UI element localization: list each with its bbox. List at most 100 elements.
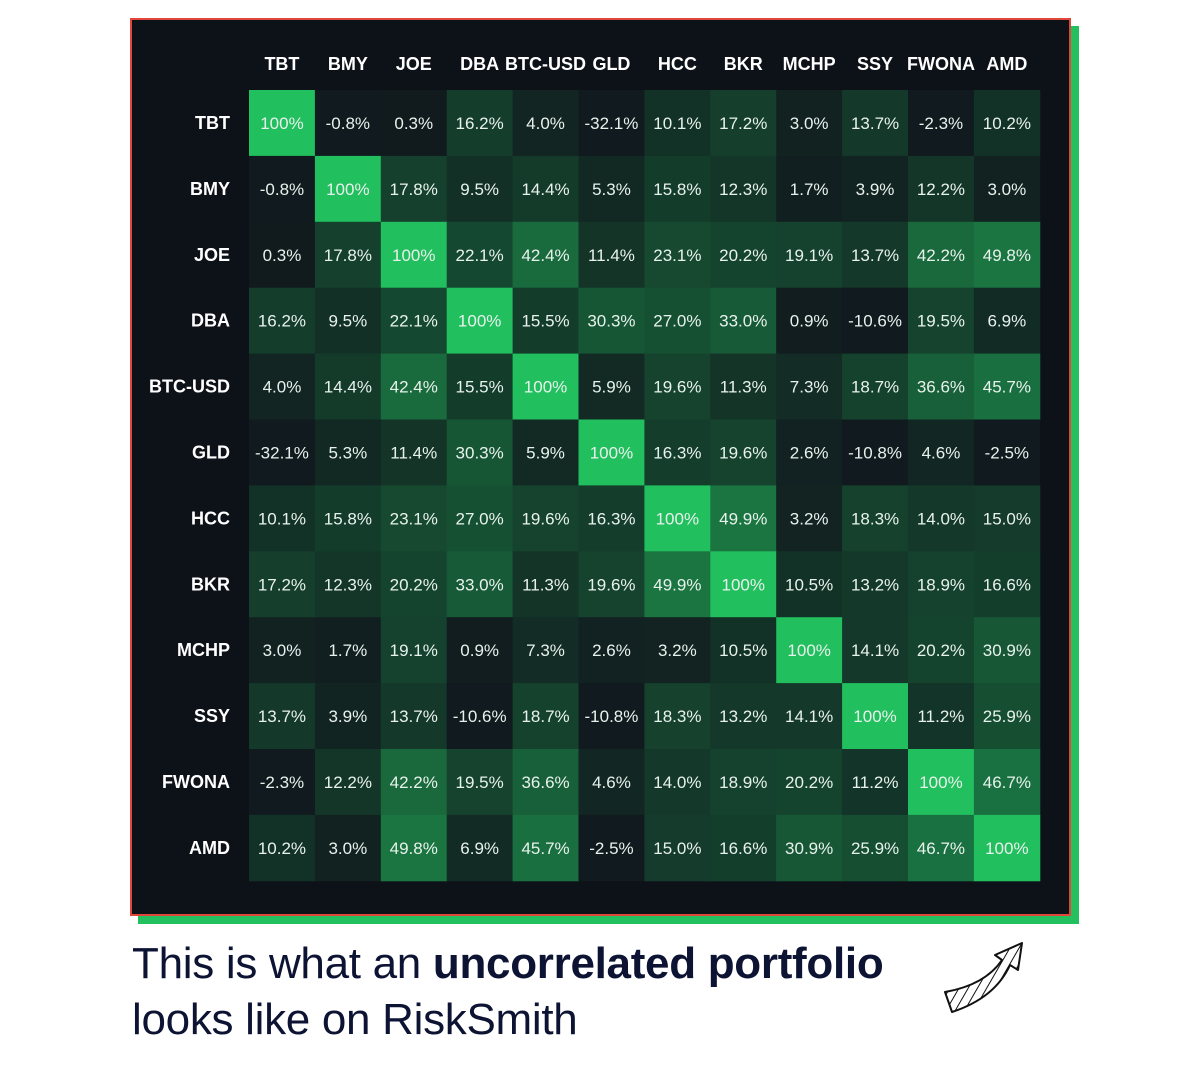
cell-value: 17.8% (390, 180, 438, 199)
cell-value: 19.6% (653, 378, 701, 397)
heatmap-cell (710, 90, 777, 157)
heatmap-cell (973, 814, 1041, 882)
heatmap-cell (842, 814, 909, 882)
heatmap-cell (249, 683, 316, 750)
caption-line2: looks like on RiskSmith (132, 995, 578, 1044)
cell-value: 17.2% (719, 114, 767, 133)
heatmap-cell (973, 353, 1041, 420)
cell-value: 15.5% (521, 312, 569, 331)
heatmap-cell (578, 485, 645, 552)
heatmap-cell (776, 683, 843, 750)
heatmap-cell (380, 221, 448, 289)
row-label: HCC (191, 508, 230, 528)
heatmap-cell (249, 353, 316, 420)
cell-value: 12.3% (719, 180, 767, 199)
cell-value: 100% (722, 575, 765, 594)
heatmap-cell (512, 419, 579, 486)
heatmap-cell (644, 155, 711, 223)
heatmap-cell (380, 287, 448, 355)
heatmap-cell (446, 221, 514, 289)
heatmap-cell (908, 419, 975, 486)
heatmap-cell (776, 353, 843, 420)
cell-value: 3.0% (790, 114, 829, 133)
heatmap-cell (249, 485, 316, 552)
cell-value: 100% (590, 443, 633, 462)
cell-value: 10.1% (258, 509, 306, 528)
correlation-heatmap: TBT TBT BMY BMY JOE JOE DBA DBA BTC-USD BTC-USD GL… (149, 54, 1041, 882)
heatmap-cell (380, 749, 448, 816)
heatmap-cell (578, 287, 645, 355)
heatmap-cell (842, 155, 909, 223)
heatmap-cell (249, 155, 316, 223)
cell-value: 42.2% (390, 773, 438, 792)
cell-value: 13.7% (851, 246, 899, 265)
heatmap-cell (512, 814, 579, 882)
heatmap-cell (249, 814, 316, 882)
caption-bold: uncorrelated portfolio (432, 939, 884, 988)
cell-value: 17.8% (324, 246, 372, 265)
cell-value: 23.1% (653, 246, 701, 265)
heatmap-cell (710, 617, 777, 684)
heatmap-cell (776, 221, 843, 289)
heatmap-cell (710, 221, 777, 289)
cell-value: 10.2% (983, 114, 1031, 133)
heatmap-cell (578, 749, 645, 816)
column-label: TBT (264, 54, 299, 74)
cell-value: 3.0% (328, 839, 367, 858)
heatmap-cell (644, 353, 711, 420)
heatmap-cell (512, 749, 579, 816)
heatmap-cell (973, 551, 1041, 618)
cell-value: 2.6% (592, 641, 631, 660)
heatmap-cell (512, 287, 579, 355)
heatmap-cell (446, 551, 514, 618)
heatmap-cell (446, 749, 514, 816)
cell-value: 49.9% (653, 575, 701, 594)
cell-value: 23.1% (390, 509, 438, 528)
cell-value: 30.9% (983, 641, 1031, 660)
cell-value: 6.9% (987, 312, 1026, 331)
row-label: SSY (194, 706, 230, 726)
cell-value: 12.2% (917, 180, 965, 199)
cell-value: 13.7% (390, 707, 438, 726)
heatmap-cell (842, 749, 909, 816)
column-label: BKR (724, 54, 763, 74)
heatmap-cell (578, 353, 645, 420)
cell-value: 15.0% (653, 839, 701, 858)
heatmap-cell (710, 287, 777, 355)
cell-value: 11.3% (720, 378, 767, 397)
heatmap-cell (644, 617, 711, 684)
heatmap-cell (314, 617, 382, 684)
heatmap-cell (842, 485, 909, 552)
cell-value: -2.5% (589, 839, 633, 858)
heatmap-cell (578, 814, 645, 882)
cell-value: 33.0% (456, 575, 504, 594)
heatmap-cell (512, 617, 579, 684)
cell-value: 14.0% (653, 773, 701, 792)
heatmap-cell (973, 155, 1041, 223)
heatmap-cell (380, 419, 448, 486)
heatmap-cell (249, 419, 316, 486)
heatmap-cell (249, 90, 316, 157)
cell-value: -2.3% (919, 114, 963, 133)
heatmap-cell (644, 90, 711, 157)
cell-value: 42.4% (390, 378, 438, 397)
heatmap-cell (776, 485, 843, 552)
column-label: GLD (592, 54, 630, 74)
cell-value: 46.7% (917, 839, 965, 858)
heatmap-cell (776, 155, 843, 223)
cell-value: 45.7% (521, 839, 569, 858)
heatmap-cell (446, 287, 514, 355)
heatmap-cell (578, 221, 645, 289)
heatmap-cell (578, 90, 645, 157)
heatmap-cell (314, 485, 382, 552)
cell-value: 30.3% (456, 443, 504, 462)
cell-value: 45.7% (983, 378, 1031, 397)
cell-value: 5.3% (592, 180, 631, 199)
heatmap-cell (710, 419, 777, 486)
heatmap-cell (842, 221, 909, 289)
cell-value: 16.3% (653, 443, 701, 462)
heatmap-cell (908, 221, 975, 289)
heatmap-cell (908, 287, 975, 355)
cell-value: -32.1% (255, 443, 309, 462)
cell-value: 30.9% (785, 839, 833, 858)
